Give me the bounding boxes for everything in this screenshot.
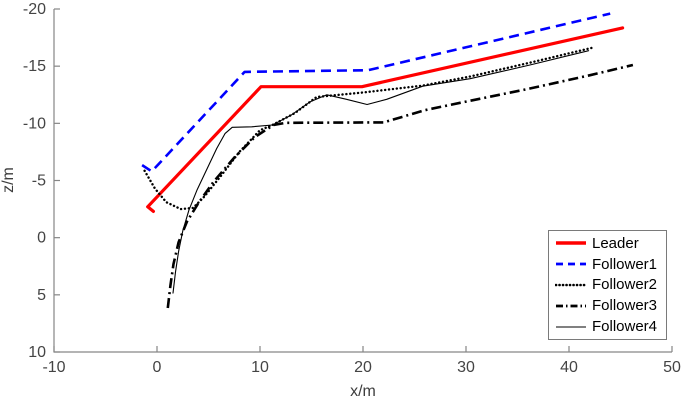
series-line-leader xyxy=(146,26,625,213)
x-tick-label: 40 xyxy=(560,359,578,376)
y-tick-label: -15 xyxy=(23,58,46,75)
y-axis-label: z/m xyxy=(0,167,17,193)
legend-line-sample xyxy=(556,262,586,266)
x-tick-label: 20 xyxy=(354,359,372,376)
y-tick-label: -20 xyxy=(23,1,46,18)
x-tick-label: 0 xyxy=(153,359,162,376)
y-tick-label: 0 xyxy=(37,230,46,247)
x-axis-label: x/m xyxy=(350,383,376,400)
series-line-follower2 xyxy=(143,46,593,211)
legend-label: Follower2 xyxy=(592,276,658,294)
y-tick-label: 5 xyxy=(37,287,46,304)
legend-label: Follower3 xyxy=(592,297,658,315)
legend-line-sample xyxy=(556,304,586,308)
legend-line-sample xyxy=(556,326,586,328)
legend-item-follower3: Follower3 xyxy=(555,298,662,313)
x-tick-label: 10 xyxy=(251,359,269,376)
series-line-follower1 xyxy=(141,12,611,173)
legend-item-follower2: Follower2 xyxy=(555,277,662,292)
legend-item-follower1: Follower1 xyxy=(555,257,662,272)
legend-item-leader: Leader xyxy=(555,236,662,251)
y-tick-label: -5 xyxy=(32,173,46,190)
legend-label: Follower4 xyxy=(592,318,658,336)
legend-label: Follower1 xyxy=(592,255,658,273)
x-tick-label: -10 xyxy=(42,359,65,376)
legend-line-sample xyxy=(555,283,587,287)
legend-item-follower4: Follower4 xyxy=(555,319,662,334)
x-tick-label: 30 xyxy=(457,359,475,376)
y-tick-label: -10 xyxy=(23,115,46,132)
series-line-follower4 xyxy=(172,50,590,294)
legend-line-sample xyxy=(556,241,586,246)
x-tick-label: 50 xyxy=(663,359,681,376)
legend-label: Leader xyxy=(592,234,639,252)
legend: Leader Follower1 Follower2 Follower3 Followe… xyxy=(548,230,667,340)
y-tick-label: 10 xyxy=(28,344,46,361)
